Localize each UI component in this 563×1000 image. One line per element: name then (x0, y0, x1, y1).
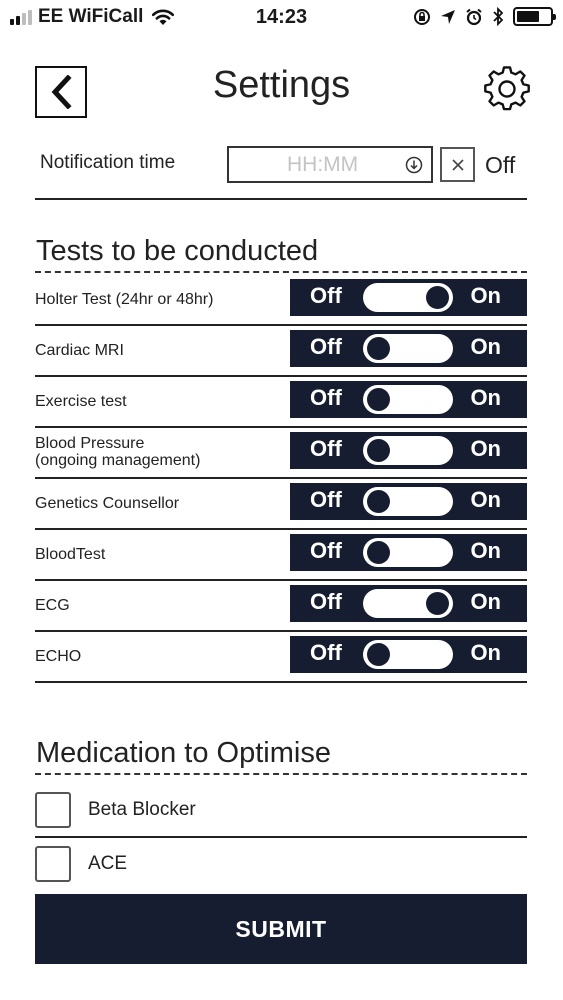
toggle-off-label: Off (310, 640, 342, 665)
divider (35, 198, 527, 200)
test-row-echo: ECHO Off On (35, 631, 527, 683)
test-row-blood-pressure: Blood Pressure (ongoing management) Off … (35, 427, 527, 479)
toggle-knob[interactable] (367, 643, 390, 666)
notification-off-label: Off (485, 152, 516, 178)
toggle-track[interactable] (363, 589, 453, 618)
toggle-on-label: On (470, 334, 501, 359)
med-label: Beta Blocker (88, 799, 196, 820)
genetics-counsellor-toggle[interactable]: Off On (290, 483, 527, 520)
toggle-off-label: Off (310, 385, 342, 410)
status-left: EE WiFiCall (10, 6, 175, 28)
location-icon (441, 9, 455, 24)
toggle-track[interactable] (363, 640, 453, 669)
divider (35, 836, 527, 838)
toggle-off-label: Off (310, 589, 342, 614)
toggle-off-label: Off (310, 334, 342, 359)
toggle-on-label: On (470, 385, 501, 410)
test-label: ECG (35, 596, 70, 614)
test-label: Blood Pressure (ongoing management) (35, 435, 201, 469)
exercise-test-toggle[interactable]: Off On (290, 381, 527, 418)
test-label: BloodTest (35, 545, 106, 563)
toggle-knob[interactable] (367, 439, 390, 462)
toggle-knob[interactable] (426, 286, 449, 309)
toggle-knob[interactable] (426, 592, 449, 615)
notification-time-label: Notification time (40, 152, 176, 173)
test-row-blood-test: BloodTest Off On (35, 529, 527, 581)
blood-test-toggle[interactable]: Off On (290, 534, 527, 571)
med-row-beta-blocker: Beta Blocker (35, 784, 527, 836)
signal-icon (10, 9, 32, 25)
back-button[interactable] (35, 66, 87, 118)
test-row-cardiac-mri: Cardiac MRI Off On (35, 325, 527, 377)
chevron-left-icon (51, 75, 72, 109)
med-row-ace: ACE (35, 838, 527, 890)
page-title: Settings (212, 64, 351, 106)
holter-toggle[interactable]: Off On (290, 279, 527, 316)
toggle-off-label: Off (310, 487, 342, 512)
test-label: Exercise test (35, 392, 127, 410)
ecg-toggle[interactable]: Off On (290, 585, 527, 622)
test-row-ecg: ECG Off On (35, 580, 527, 632)
test-label: Holter Test (24hr or 48hr) (35, 290, 214, 308)
toggle-knob[interactable] (367, 541, 390, 564)
carrier-name: EE WiFiCall (38, 6, 144, 27)
toggle-on-label: On (470, 283, 501, 308)
toggle-track[interactable] (363, 538, 453, 567)
dashed-divider (35, 773, 527, 775)
rotation-lock-icon (414, 8, 430, 25)
toggle-on-label: On (470, 487, 501, 512)
toggle-knob[interactable] (367, 388, 390, 411)
medication-section-title: Medication to Optimise (36, 737, 331, 769)
toggle-knob[interactable] (367, 337, 390, 360)
settings-button[interactable] (482, 64, 532, 114)
status-time: 14:23 (255, 6, 308, 28)
toggle-track[interactable] (363, 436, 453, 465)
ace-checkbox[interactable] (35, 846, 71, 882)
toggle-off-label: Off (310, 283, 342, 308)
dropdown-circle-icon[interactable] (405, 156, 423, 174)
bluetooth-icon (493, 7, 504, 26)
blood-pressure-toggle[interactable]: Off On (290, 432, 527, 469)
alarm-icon (466, 8, 482, 25)
test-label: Genetics Counsellor (35, 494, 180, 512)
toggle-on-label: On (470, 538, 501, 563)
test-row-exercise: Exercise test Off On (35, 376, 527, 428)
toggle-track[interactable] (363, 385, 453, 414)
wifi-icon (152, 9, 175, 25)
submit-button[interactable]: SUBMIT (35, 894, 527, 964)
battery-icon (513, 7, 556, 26)
dashed-divider (35, 271, 527, 273)
toggle-off-label: Off (310, 436, 342, 461)
status-right (413, 7, 556, 26)
close-icon (451, 158, 464, 171)
status-bar: EE WiFiCall 14:23 (0, 0, 563, 38)
notification-time-field[interactable] (227, 146, 433, 183)
notification-time-input[interactable] (287, 152, 397, 177)
toggle-track[interactable] (363, 487, 453, 516)
test-row-holter: Holter Test (24hr or 48hr) Off On (35, 274, 527, 326)
cardiac-mri-toggle[interactable]: Off On (290, 330, 527, 367)
toggle-on-label: On (470, 436, 501, 461)
clear-time-button[interactable] (440, 147, 475, 182)
toggle-knob[interactable] (367, 490, 390, 513)
toggle-off-label: Off (310, 538, 342, 563)
toggle-track[interactable] (363, 334, 453, 363)
toggle-on-label: On (470, 589, 501, 614)
test-row-genetics: Genetics Counsellor Off On (35, 478, 527, 530)
toggle-track[interactable] (363, 283, 453, 312)
beta-blocker-checkbox[interactable] (35, 792, 71, 828)
test-label: ECHO (35, 647, 82, 665)
med-label: ACE (88, 853, 128, 874)
test-label: Cardiac MRI (35, 341, 124, 359)
tests-section-title: Tests to be conducted (36, 235, 319, 267)
echo-toggle[interactable]: Off On (290, 636, 527, 673)
gear-icon (484, 66, 530, 111)
toggle-on-label: On (470, 640, 501, 665)
